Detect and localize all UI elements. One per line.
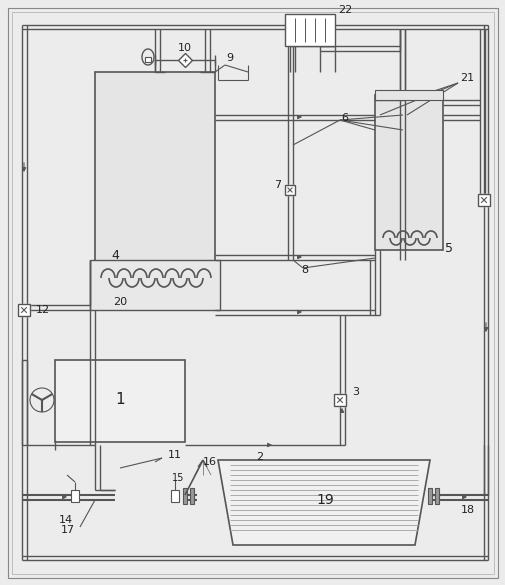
Text: 5: 5 bbox=[444, 242, 452, 254]
Bar bbox=[374, 95, 442, 250]
Text: 19: 19 bbox=[316, 493, 333, 507]
Text: 14: 14 bbox=[59, 515, 73, 525]
Bar bbox=[183, 488, 187, 504]
Bar bbox=[434, 488, 438, 504]
Text: 3: 3 bbox=[351, 387, 358, 397]
Polygon shape bbox=[218, 460, 429, 545]
Text: 1: 1 bbox=[115, 393, 125, 408]
Bar bbox=[189, 488, 193, 504]
Text: 8: 8 bbox=[301, 265, 308, 275]
Bar bbox=[90, 260, 220, 310]
Bar bbox=[427, 488, 431, 504]
Text: 22: 22 bbox=[337, 5, 351, 15]
Bar bbox=[374, 90, 442, 100]
Text: 20: 20 bbox=[113, 297, 127, 307]
Text: 15: 15 bbox=[172, 473, 184, 483]
Text: 12: 12 bbox=[36, 305, 50, 315]
Bar bbox=[171, 490, 179, 502]
Text: 7: 7 bbox=[274, 180, 281, 190]
Text: 9: 9 bbox=[226, 53, 233, 63]
Bar bbox=[284, 14, 334, 46]
Text: 10: 10 bbox=[178, 43, 191, 53]
Bar bbox=[95, 72, 215, 262]
Bar bbox=[71, 490, 79, 502]
Text: 2: 2 bbox=[256, 452, 263, 462]
Text: 4: 4 bbox=[111, 249, 119, 261]
Text: 21: 21 bbox=[459, 73, 473, 83]
Text: 17: 17 bbox=[61, 525, 75, 535]
Text: 6: 6 bbox=[341, 113, 348, 123]
Text: 18: 18 bbox=[460, 505, 474, 515]
Text: 11: 11 bbox=[168, 450, 182, 460]
Bar bbox=[145, 57, 150, 62]
Bar bbox=[55, 360, 185, 442]
Text: 16: 16 bbox=[203, 457, 217, 467]
